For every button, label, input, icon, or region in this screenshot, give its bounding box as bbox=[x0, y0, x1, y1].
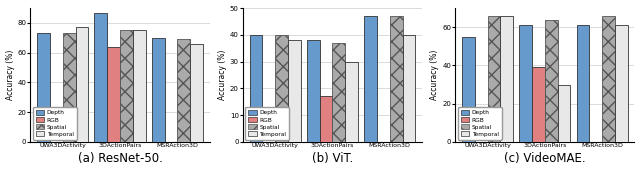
Bar bbox=[307, 40, 319, 142]
Bar bbox=[190, 44, 203, 142]
Bar bbox=[63, 33, 76, 142]
Bar bbox=[545, 19, 557, 142]
X-axis label: (a) ResNet-50.: (a) ResNet-50. bbox=[77, 152, 163, 166]
Legend: Depth, RGB, Spatial, Temporal: Depth, RGB, Spatial, Temporal bbox=[245, 107, 289, 140]
Bar bbox=[319, 96, 332, 142]
Bar bbox=[76, 27, 88, 142]
Bar bbox=[577, 25, 589, 142]
Bar bbox=[557, 84, 570, 142]
Bar bbox=[615, 25, 628, 142]
Y-axis label: Accuracy (%): Accuracy (%) bbox=[6, 50, 15, 100]
Bar bbox=[288, 40, 301, 142]
Bar bbox=[275, 35, 288, 142]
Legend: Depth, RGB, Spatial, Temporal: Depth, RGB, Spatial, Temporal bbox=[458, 107, 502, 140]
Bar bbox=[37, 33, 50, 142]
Bar bbox=[133, 30, 146, 142]
Bar bbox=[462, 37, 475, 142]
Bar bbox=[390, 16, 403, 142]
Bar bbox=[403, 35, 415, 142]
Bar bbox=[108, 47, 120, 142]
X-axis label: (b) ViT.: (b) ViT. bbox=[312, 152, 353, 166]
Bar bbox=[332, 43, 345, 142]
Bar bbox=[532, 67, 545, 142]
X-axis label: (c) VideoMAE.: (c) VideoMAE. bbox=[504, 152, 586, 166]
Bar bbox=[152, 38, 164, 142]
Bar bbox=[500, 16, 513, 142]
Y-axis label: Accuracy (%): Accuracy (%) bbox=[218, 50, 227, 100]
Bar bbox=[95, 12, 108, 142]
Bar bbox=[488, 16, 500, 142]
Y-axis label: Accuracy (%): Accuracy (%) bbox=[430, 50, 440, 100]
Bar bbox=[345, 62, 358, 142]
Bar bbox=[519, 25, 532, 142]
Bar bbox=[364, 16, 377, 142]
Bar bbox=[250, 35, 262, 142]
Bar bbox=[602, 16, 615, 142]
Legend: Depth, RGB, Spatial, Temporal: Depth, RGB, Spatial, Temporal bbox=[33, 107, 77, 140]
Bar bbox=[177, 39, 190, 142]
Bar bbox=[120, 30, 133, 142]
